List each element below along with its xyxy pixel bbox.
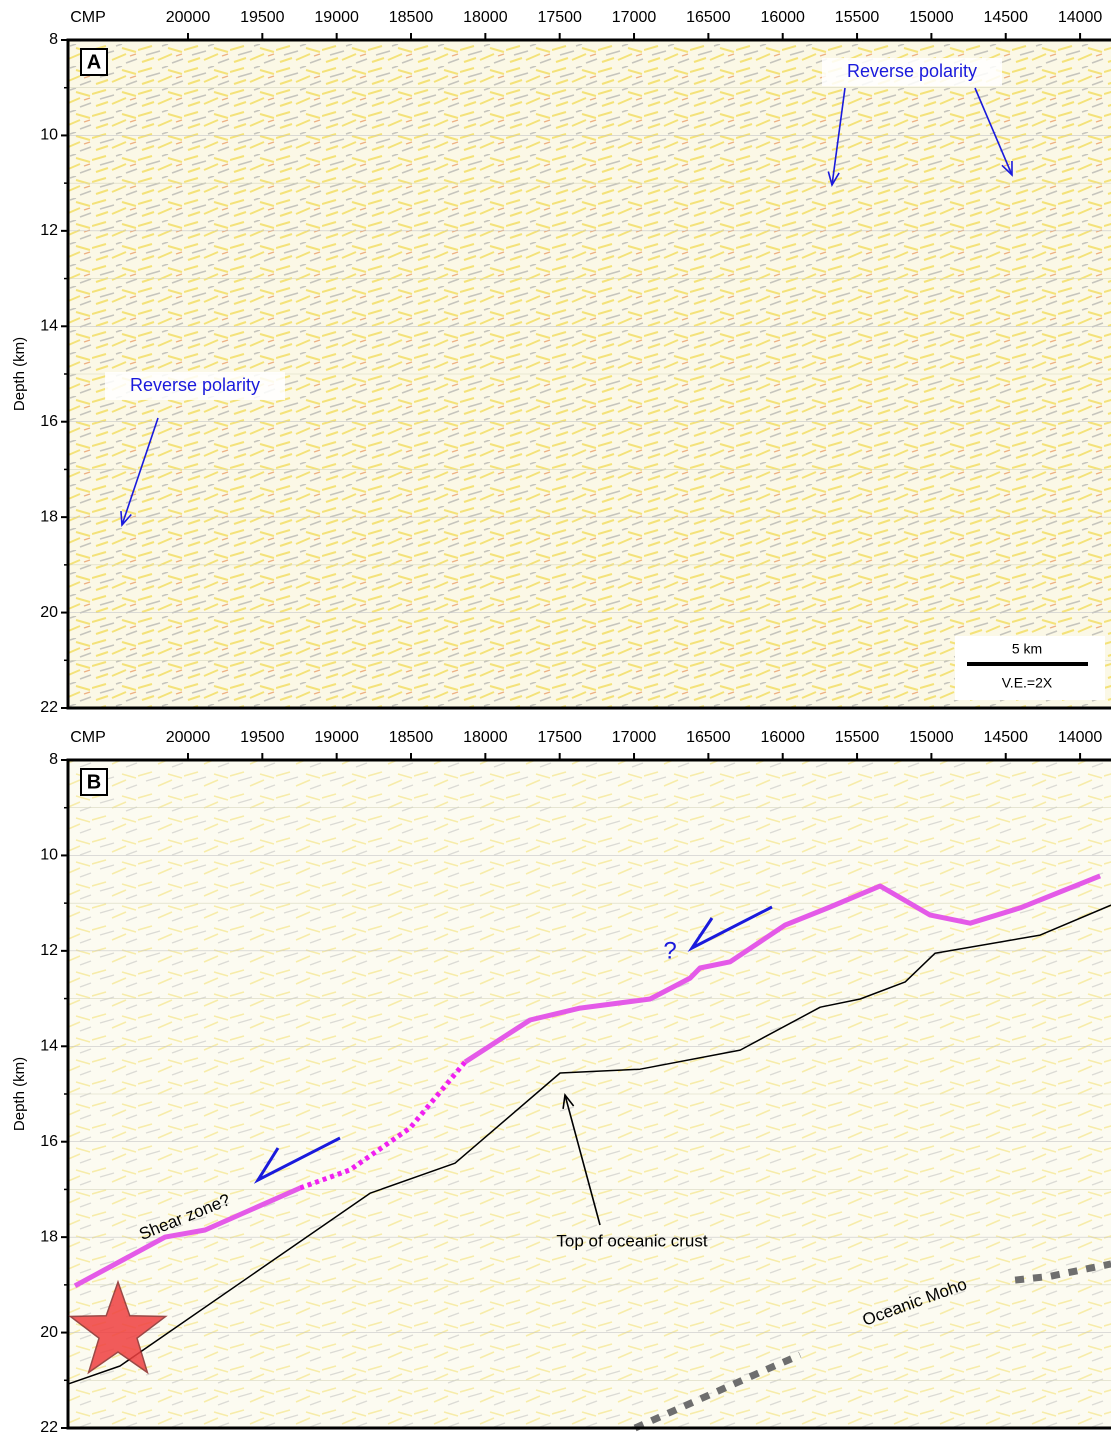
x-tick-label: 16500 (686, 729, 731, 746)
annotation: Reverse polarity (847, 61, 977, 81)
x-tick-label: 15500 (835, 729, 880, 746)
x-axis-label: CMP (70, 9, 106, 26)
x-tick-label: 20000 (166, 729, 211, 746)
x-axis-label: CMP (70, 729, 106, 746)
y-tick-label: 22 (40, 1419, 58, 1436)
x-tick-label: 14500 (983, 729, 1028, 746)
x-tick-label: 16500 (686, 9, 731, 26)
y-tick-label: 8 (49, 31, 58, 48)
x-tick-label: 17500 (537, 729, 582, 746)
y-tick-label: 10 (40, 847, 58, 864)
x-tick-label: 17000 (612, 729, 657, 746)
panel-label: A (87, 51, 101, 73)
x-tick-label: 15000 (909, 9, 954, 26)
x-tick-label: 14000 (1058, 729, 1103, 746)
x-tick-label: 18500 (389, 729, 434, 746)
y-tick-label: 14 (40, 318, 58, 335)
y-axis-label: Depth (km) (11, 1057, 28, 1131)
x-tick-label: 19000 (314, 9, 359, 26)
y-tick-label: 18 (40, 1228, 58, 1245)
x-tick-label: 18000 (463, 9, 508, 26)
x-tick-label: 17500 (537, 9, 582, 26)
x-tick-label: 16000 (760, 9, 805, 26)
annotation: Top of oceanic crust (556, 1231, 707, 1250)
x-tick-label: 18500 (389, 9, 434, 26)
x-tick-label: 19000 (314, 729, 359, 746)
y-tick-label: 22 (40, 699, 58, 716)
x-tick-label: 16000 (760, 729, 805, 746)
y-tick-label: 16 (40, 1133, 58, 1150)
figure: 8 10 12 14 16 18 20 22 20000 19500 19000 18500 18000… (0, 0, 1111, 1436)
x-tick-label: 20000 (166, 9, 211, 26)
annotation: Reverse polarity (130, 375, 260, 395)
x-tick-label: 14000 (1058, 9, 1103, 26)
x-tick-label: 15500 (835, 9, 880, 26)
y-tick-label: 20 (40, 1324, 58, 1341)
x-tick-label: 19500 (240, 729, 285, 746)
panel-label: B (87, 771, 101, 793)
y-tick-label: 10 (40, 127, 58, 144)
ve-label: V.E.=2X (1002, 675, 1053, 691)
annotation: ? (663, 937, 676, 964)
y-tick-label: 12 (40, 222, 58, 239)
y-tick-label: 8 (49, 751, 58, 768)
y-tick-label: 20 (40, 604, 58, 621)
y-tick-label: 16 (40, 413, 58, 430)
y-tick-label: 14 (40, 1038, 58, 1055)
y-tick-label: 18 (40, 508, 58, 525)
x-tick-label: 18000 (463, 729, 508, 746)
x-tick-label: 14500 (983, 9, 1028, 26)
x-tick-label: 17000 (612, 9, 657, 26)
scale-label: 5 km (1012, 641, 1042, 657)
x-tick-label: 15000 (909, 729, 954, 746)
x-tick-label: 19500 (240, 9, 285, 26)
y-tick-label: 12 (40, 942, 58, 959)
y-axis-label: Depth (km) (11, 337, 28, 411)
